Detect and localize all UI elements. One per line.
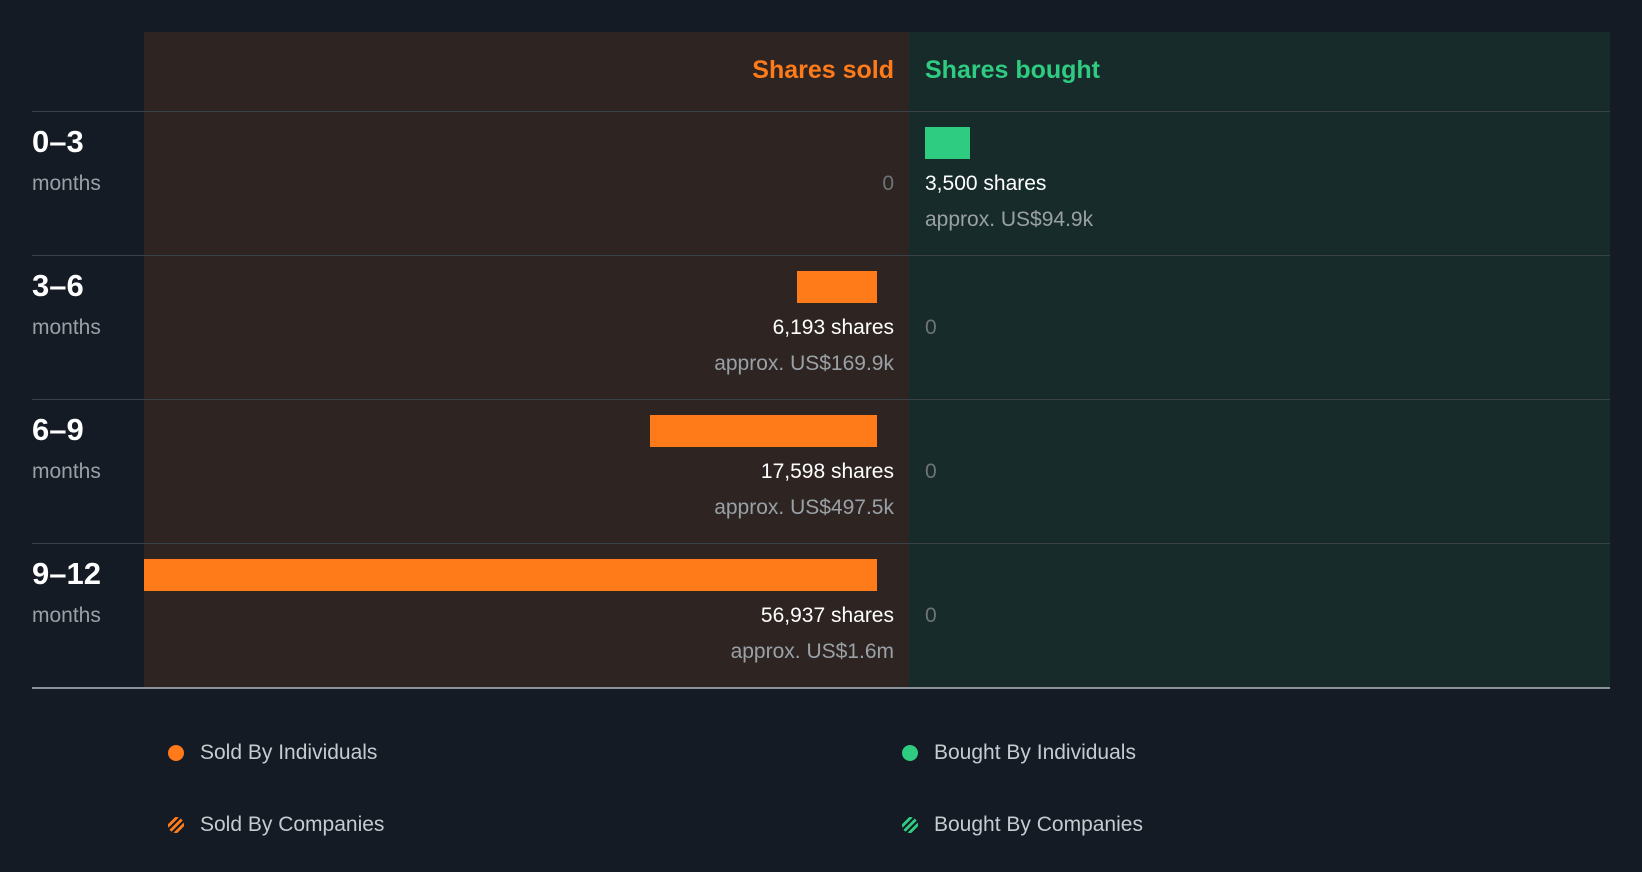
period-unit: months — [32, 460, 101, 483]
insider-trading-chart: Shares sold Shares bought 0–3 months 0 3… — [32, 32, 1610, 689]
legend-label: Sold By Companies — [200, 813, 385, 836]
bought-zero-value: 0 — [925, 604, 937, 627]
row-divider — [32, 399, 1610, 400]
legend-label: Bought By Individuals — [934, 741, 1136, 764]
sold-approx-value: approx. US$1.6m — [730, 640, 894, 663]
legend-bought-by-companies[interactable]: Bought By Companies — [902, 813, 1143, 837]
sold-bar — [797, 271, 877, 303]
bought-shares-label: 3,500 shares — [925, 172, 1047, 195]
sold-zero-value: 0 — [882, 172, 894, 195]
legend-sold-by-companies[interactable]: Sold By Companies — [168, 813, 384, 837]
row-divider — [32, 255, 1610, 256]
bought-bar — [925, 127, 971, 159]
sold-header: Shares sold — [752, 56, 894, 84]
bought-column-background — [909, 32, 1610, 688]
period-unit: months — [32, 172, 101, 195]
period-row: 0–3 months 0 3,500 shares approx. US$94.… — [32, 112, 1610, 256]
legend-label: Bought By Companies — [934, 813, 1143, 836]
legend-label: Sold By Individuals — [200, 741, 378, 764]
orange-hatched-dot-icon — [168, 817, 184, 833]
orange-solid-dot-icon — [168, 745, 184, 761]
period-row: 6–9 months 17,598 shares approx. US$497.… — [32, 400, 1610, 544]
bought-approx-value: approx. US$94.9k — [925, 208, 1094, 231]
period-unit: months — [32, 604, 101, 627]
period-label: 3–6 — [32, 268, 84, 303]
chart-baseline — [32, 687, 1610, 689]
legend-bought-by-individuals[interactable]: Bought By Individuals — [902, 741, 1136, 765]
bought-zero-value: 0 — [925, 460, 937, 483]
period-row: 3–6 months 6,193 shares approx. US$169.9… — [32, 256, 1610, 400]
sold-shares-label: 17,598 shares — [760, 460, 894, 483]
period-label: 0–3 — [32, 124, 84, 159]
sold-shares-label: 6,193 shares — [772, 316, 894, 339]
row-divider — [32, 111, 1610, 112]
sold-shares-label: 56,937 shares — [760, 604, 894, 627]
period-row: 9–12 months 56,937 shares approx. US$1.6… — [32, 544, 1610, 688]
sold-approx-value: approx. US$169.9k — [714, 352, 894, 375]
period-unit: months — [32, 316, 101, 339]
green-solid-dot-icon — [902, 745, 918, 761]
green-hatched-dot-icon — [902, 817, 918, 833]
legend-sold-by-individuals[interactable]: Sold By Individuals — [168, 741, 377, 765]
row-divider — [32, 543, 1610, 544]
period-label: 6–9 — [32, 412, 84, 447]
period-label: 9–12 — [32, 556, 101, 591]
sold-bar — [144, 559, 877, 591]
sold-approx-value: approx. US$497.5k — [714, 496, 894, 519]
sold-bar — [650, 415, 877, 447]
bought-header: Shares bought — [925, 56, 1101, 84]
bought-zero-value: 0 — [925, 316, 937, 339]
